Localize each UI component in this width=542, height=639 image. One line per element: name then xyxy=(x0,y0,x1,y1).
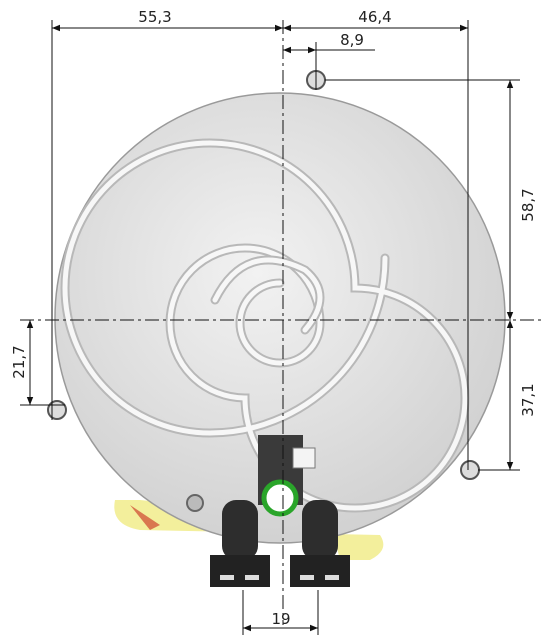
dimension-label: 37,1 xyxy=(519,383,537,416)
dimension-label: 46,4 xyxy=(358,8,391,26)
dimension-label: 58,7 xyxy=(519,188,537,221)
dimension-label: 8,9 xyxy=(340,31,364,49)
dimension-label: 19 xyxy=(271,610,290,628)
dimension-label: 55,3 xyxy=(138,8,171,26)
drawing: 55,3 46,4 8,9 58,7 21,7 37,1 19 xyxy=(0,0,542,639)
dimension-label: 21,7 xyxy=(10,345,28,378)
